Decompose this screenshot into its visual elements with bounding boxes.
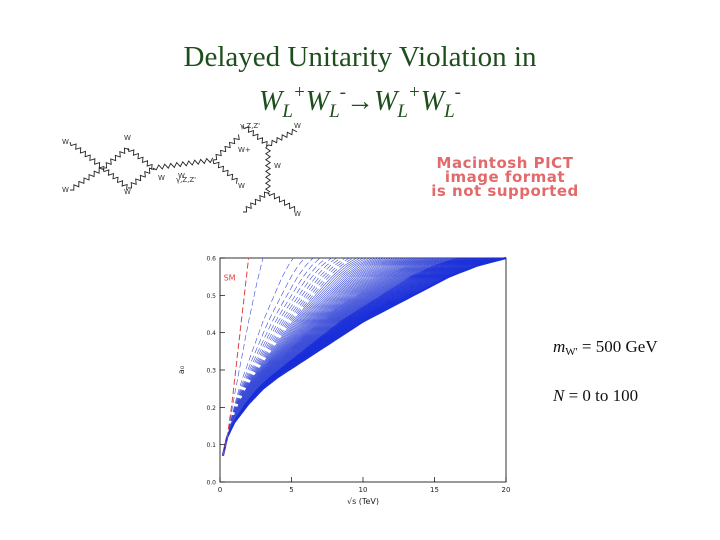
kk-curve [222,257,332,456]
kk-curve [222,257,476,456]
boson-propagator [127,167,155,189]
diagram-label: W [158,174,165,182]
diagram-label: W [238,182,245,190]
mass-annotation: mW' = 500 GeV [553,337,658,358]
x-axis-label: √s (TeV) [347,497,379,505]
kk-curve [222,257,354,456]
boson-propagator [264,144,272,193]
y-tick-label: 0.1 [206,442,216,449]
kk-curve [222,257,327,456]
diagram-label: W [124,134,131,142]
boson-propagator [152,157,214,171]
kk-curve [222,257,488,456]
sm-curve [222,257,250,457]
kk-curve [222,257,472,456]
boson-propagator [102,167,128,190]
kk-curve [222,257,321,456]
kk-curve [221,256,507,457]
boson-propagator [242,124,268,147]
kk-curve [222,257,468,456]
boson-propagator [102,147,130,169]
diagram-label: γ,Z,Z' [176,176,196,184]
kk-curve-family [221,256,507,457]
kk-curve [222,257,346,456]
diagram-label: W [294,122,301,130]
process-formula: WL+WL-→WL+WL- [259,82,461,122]
y-tick-label: 0.2 [206,405,216,412]
kk-curve [222,257,485,456]
kk-curve [222,257,314,456]
y-tick-label: 0.6 [206,256,216,263]
amplitude-chart: 0 5 10 15 20 0.0 0.1 0.2 0.3 0.4 0.5 0.6 √s (TeV) a₀ S… [177,256,511,506]
diagram-label: W [62,186,69,194]
kk-curve [222,257,350,456]
x-tick-label: 10 [359,486,368,494]
unsupported-image-placeholder: Macintosh PICT image format is not suppo… [431,154,579,200]
kk-curve [222,257,478,456]
kk-curve [222,257,305,456]
diagram-label: γ,Z,Z' [240,122,260,130]
x-tick-label: 5 [289,486,293,494]
kk-curve [222,257,403,456]
diagram-label: W [178,172,185,180]
y-tick-label: 0.4 [206,330,216,337]
boson-propagator [267,128,298,147]
kk-curve [222,257,469,456]
y-tick-label: 0.5 [206,293,216,300]
y-tick-label: 0.3 [206,368,216,375]
x-tick-label: 0 [218,486,222,494]
diagram-label: W [62,138,69,146]
boson-propagator [212,134,240,161]
y-axis-label: a₀ [177,366,186,374]
slide-title: Delayed Unitarity Violation in [183,41,537,73]
boson-propagator [212,159,238,184]
boson-propagator [127,147,153,170]
boson-propagator [69,141,105,169]
boson-propagator [242,191,270,213]
kk-curve [222,257,474,456]
x-tick-label: 20 [502,486,511,494]
kk-curve [222,257,494,456]
y-tick-label: 0.0 [206,480,216,487]
diagram-label: W [294,210,301,218]
kk-curve [222,257,482,456]
diagram-label: W [274,162,281,170]
sm-label: SM [224,273,236,282]
diagram-label: W [124,188,131,196]
kk-curve [222,257,491,456]
x-tick-label: 15 [430,486,439,494]
boson-propagator [267,191,296,212]
kk-curve [222,257,496,456]
kk-curve [222,257,294,456]
diagram-label: W+ [238,146,251,154]
boson-propagator [69,167,105,191]
n-range-annotation: N = 0 to 100 [553,386,639,405]
kk-curve [222,257,264,456]
